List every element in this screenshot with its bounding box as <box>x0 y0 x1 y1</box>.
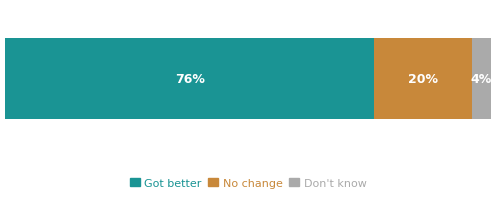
Bar <box>472 39 491 119</box>
Text: 20%: 20% <box>408 73 438 85</box>
Text: 76%: 76% <box>175 73 205 85</box>
Text: 4%: 4% <box>471 73 492 85</box>
Legend: Got better, No change, Don't know: Got better, No change, Don't know <box>125 174 371 193</box>
Bar <box>5 39 374 119</box>
Bar <box>374 39 472 119</box>
